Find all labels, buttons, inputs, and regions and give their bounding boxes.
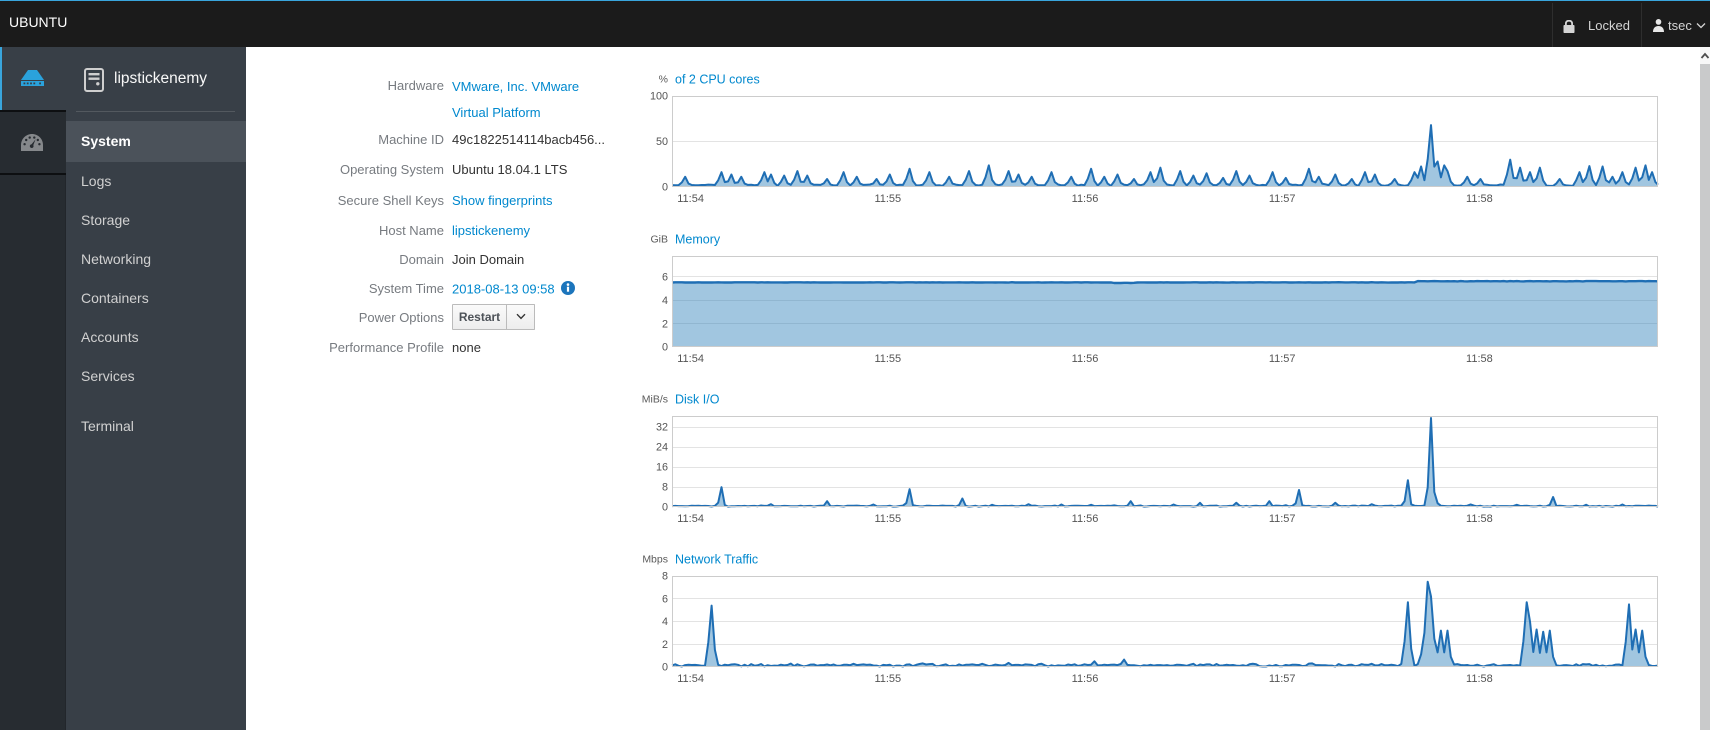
svg-text:50: 50 bbox=[656, 136, 668, 148]
svg-text:11:55: 11:55 bbox=[874, 513, 901, 525]
svg-text:Memory: Memory bbox=[675, 233, 721, 247]
svg-text:24: 24 bbox=[656, 442, 668, 454]
svg-text:Mbps: Mbps bbox=[642, 554, 668, 566]
svg-text:11:58: 11:58 bbox=[1466, 513, 1493, 525]
svg-text:32: 32 bbox=[656, 422, 668, 434]
svg-text:11:55: 11:55 bbox=[874, 353, 901, 365]
svg-text:11:54: 11:54 bbox=[677, 193, 704, 205]
svg-text:%: % bbox=[659, 74, 668, 86]
svg-text:GiB: GiB bbox=[650, 234, 668, 246]
svg-text:100: 100 bbox=[650, 91, 668, 103]
svg-text:11:54: 11:54 bbox=[677, 353, 704, 365]
svg-text:6: 6 bbox=[662, 272, 668, 284]
svg-text:6: 6 bbox=[662, 594, 668, 606]
svg-text:0: 0 bbox=[662, 502, 668, 514]
svg-text:11:56: 11:56 bbox=[1072, 353, 1099, 365]
svg-text:8: 8 bbox=[662, 482, 668, 494]
svg-text:11:56: 11:56 bbox=[1072, 193, 1099, 205]
svg-text:0: 0 bbox=[662, 342, 668, 354]
svg-text:11:56: 11:56 bbox=[1072, 513, 1099, 525]
svg-text:11:56: 11:56 bbox=[1072, 673, 1099, 685]
svg-text:8: 8 bbox=[662, 571, 668, 583]
svg-text:11:58: 11:58 bbox=[1466, 193, 1493, 205]
svg-text:11:55: 11:55 bbox=[874, 193, 901, 205]
svg-text:of 2 CPU cores: of 2 CPU cores bbox=[675, 73, 760, 87]
svg-text:MiB/s: MiB/s bbox=[642, 394, 668, 406]
svg-text:2: 2 bbox=[662, 318, 668, 330]
svg-text:4: 4 bbox=[662, 295, 668, 307]
svg-text:11:57: 11:57 bbox=[1269, 353, 1296, 365]
svg-text:4: 4 bbox=[662, 616, 668, 628]
svg-text:11:57: 11:57 bbox=[1269, 513, 1296, 525]
svg-text:2: 2 bbox=[662, 639, 668, 651]
svg-text:11:54: 11:54 bbox=[677, 673, 704, 685]
svg-text:0: 0 bbox=[662, 662, 668, 674]
svg-text:0: 0 bbox=[662, 182, 668, 194]
svg-text:11:58: 11:58 bbox=[1466, 353, 1493, 365]
svg-text:16: 16 bbox=[656, 462, 668, 474]
svg-text:Network Traffic: Network Traffic bbox=[675, 553, 758, 567]
svg-text:11:58: 11:58 bbox=[1466, 673, 1493, 685]
svg-text:Disk I/O: Disk I/O bbox=[675, 393, 720, 407]
svg-text:11:57: 11:57 bbox=[1269, 193, 1296, 205]
svg-text:11:57: 11:57 bbox=[1269, 673, 1296, 685]
svg-text:11:54: 11:54 bbox=[677, 513, 704, 525]
svg-text:11:55: 11:55 bbox=[874, 673, 901, 685]
